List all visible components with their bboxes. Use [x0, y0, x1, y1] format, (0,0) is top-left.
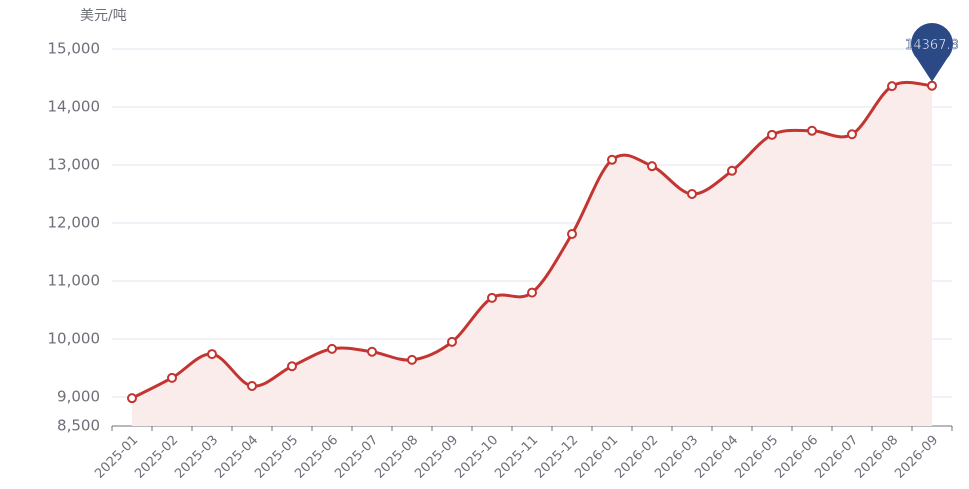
x-tick-label: 2026-01 [572, 433, 621, 482]
y-tick-label: 13,000 [48, 156, 101, 174]
max-label: 14367.3 [905, 38, 959, 53]
line [131, 80, 933, 400]
point [287, 361, 297, 372]
point [767, 129, 777, 140]
point [367, 346, 377, 357]
y-axis-label: 美元/吨 [80, 8, 127, 24]
y-tick-label: 8,500 [57, 417, 100, 435]
x-tick-label: 2026-07 [812, 433, 861, 482]
point [887, 81, 897, 92]
x-tick-label: 2025-05 [252, 433, 301, 482]
x-tick-label: 2025-03 [172, 433, 221, 482]
x-tick-label: 2026-06 [772, 433, 821, 482]
x-tick-label: 2025-01 [92, 433, 141, 482]
point [647, 161, 657, 172]
point [687, 189, 697, 199]
y-tick-label: 14,000 [48, 98, 101, 116]
area [132, 82, 932, 427]
x-tick-label: 2026-04 [692, 433, 741, 482]
x-tick-label: 2026-09 [892, 433, 941, 482]
point [487, 292, 497, 303]
point [847, 129, 857, 140]
y-tick-label: 15,000 [48, 40, 101, 58]
y-tick-label: 12,000 [48, 214, 101, 232]
x-tick-label: 2026-02 [612, 433, 661, 482]
max-marker [911, 22, 953, 82]
x-tick-label: 2025-02 [132, 433, 181, 482]
point [567, 229, 577, 240]
x-tick-label: 2026-05 [732, 433, 781, 482]
x-tick-label: 2025-07 [332, 433, 381, 482]
x-tick-label: 2025-08 [372, 433, 421, 482]
point [927, 80, 937, 91]
x-tick-label: 2025-04 [212, 433, 261, 482]
point [447, 336, 457, 347]
point [527, 287, 537, 298]
y-tick-label: 9,000 [57, 388, 100, 406]
point [167, 372, 177, 383]
x-tick-label: 2026-08 [852, 433, 901, 482]
point [727, 165, 737, 176]
point [407, 354, 417, 365]
y-tick-label: 11,000 [48, 272, 101, 290]
point [327, 343, 337, 354]
x-tick-label: 2026-03 [652, 433, 701, 482]
y-tick-label: 10,000 [48, 330, 101, 348]
point [807, 125, 817, 136]
x-tick-label: 2025-11 [492, 433, 541, 482]
point [607, 154, 617, 165]
x-tick-label: 2025-12 [532, 433, 581, 482]
point [207, 349, 217, 360]
x-tick-label: 2025-09 [412, 433, 461, 482]
x-tick-label: 2025-10 [452, 433, 501, 482]
point [127, 393, 137, 404]
x-tick-label: 2025-06 [292, 433, 341, 482]
point [247, 380, 257, 391]
